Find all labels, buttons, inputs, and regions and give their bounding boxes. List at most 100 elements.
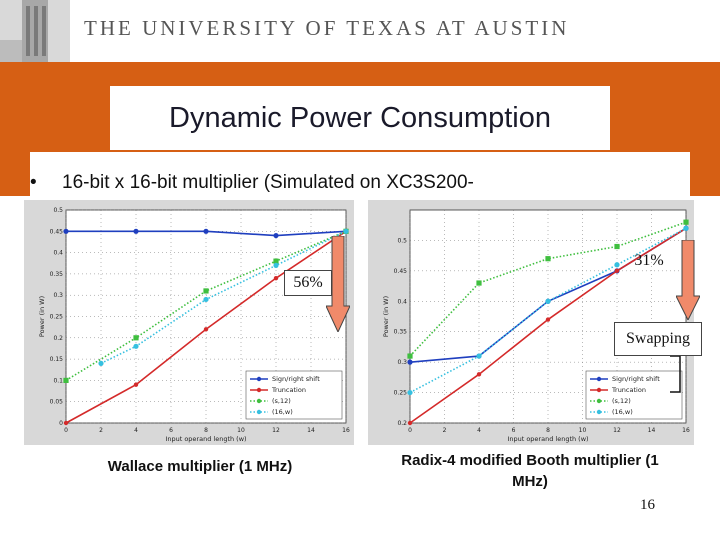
y-tick-label: 0.1 — [53, 377, 63, 384]
x-tick-label: 4 — [477, 427, 481, 434]
legend-label: Sign/right shift — [272, 375, 320, 383]
x-tick-label: 16 — [682, 427, 690, 434]
series-point — [63, 228, 69, 234]
series-line — [409, 227, 687, 394]
series-point — [476, 372, 482, 377]
series-point — [203, 296, 209, 303]
caption-wallace: Wallace multiplier (1 MHz) — [107, 458, 293, 475]
y-axis-label: Power (in W) — [382, 296, 390, 337]
series-point — [683, 219, 689, 225]
series-line — [409, 221, 687, 357]
reduction-label-left: 56% — [284, 270, 332, 296]
slide-title: Dynamic Power Consumption — [169, 102, 551, 134]
x-tick-label: 14 — [307, 427, 315, 434]
series-point — [545, 317, 551, 322]
y-tick-label: 0.45 — [394, 268, 408, 275]
series-point — [407, 359, 413, 365]
series-point — [133, 343, 139, 349]
series-point — [273, 275, 279, 281]
legend-label: (s,12) — [612, 397, 631, 405]
legend-label: (16,w) — [272, 408, 293, 416]
y-tick-label: 0.2 — [53, 335, 63, 342]
series-point — [683, 225, 689, 231]
legend-marker — [596, 387, 602, 393]
y-tick-label: 0.25 — [394, 390, 408, 397]
x-tick-label: 0 — [408, 427, 412, 434]
series-point — [63, 377, 69, 383]
legend-marker — [596, 398, 602, 404]
series-point — [203, 327, 209, 332]
x-tick-label: 2 — [443, 427, 447, 434]
y-tick-label: 0.35 — [394, 329, 408, 336]
series-point — [614, 243, 620, 250]
x-tick-label: 6 — [512, 427, 516, 434]
series-point — [273, 258, 279, 264]
x-axis-label: Input operand length (w) — [507, 435, 588, 443]
series-point — [203, 288, 209, 294]
bullet-box: • 16-bit x 16-bit multiplier (Simulated … — [30, 152, 690, 204]
bullet-text: 16-bit x 16-bit multiplier (Simulated on… — [62, 172, 474, 193]
legend-marker — [256, 376, 262, 382]
legend-marker — [596, 409, 602, 415]
series-point — [133, 335, 139, 341]
series-point — [273, 262, 279, 268]
series-point — [614, 268, 620, 274]
y-tick-label: 0.4 — [397, 298, 407, 305]
series-point — [545, 256, 551, 262]
series-point — [273, 232, 279, 239]
series-point — [133, 228, 139, 234]
legend-marker — [596, 376, 602, 382]
y-tick-label: 0.25 — [50, 314, 64, 321]
x-tick-label: 12 — [272, 427, 280, 434]
x-tick-label: 12 — [613, 427, 621, 434]
x-tick-label: 0 — [64, 427, 68, 434]
series-point — [203, 228, 209, 234]
legend-label: Truncation — [611, 386, 646, 394]
series-point — [63, 420, 69, 426]
series-point — [614, 262, 620, 268]
y-tick-label: 0.4 — [53, 250, 63, 257]
x-tick-label: 8 — [546, 427, 550, 434]
x-axis-label: Input operand length (w) — [165, 435, 246, 443]
page-number: 16 — [640, 497, 655, 513]
y-tick-label: 0.2 — [397, 420, 407, 427]
x-tick-label: 6 — [169, 427, 173, 434]
y-tick-label: 0.3 — [53, 292, 63, 299]
x-tick-label: 8 — [204, 427, 208, 434]
series-point — [98, 360, 104, 366]
x-tick-label: 14 — [648, 427, 656, 434]
series-point — [407, 389, 413, 396]
reduction-arrow-right-icon — [676, 240, 700, 320]
legend-label: (16,w) — [612, 408, 633, 416]
caption-booth: Radix-4 modified Booth multiplier (1 MHz… — [401, 452, 659, 490]
y-tick-label: 0.3 — [397, 359, 407, 366]
tower-logo-icon — [0, 0, 70, 62]
series-point — [476, 280, 482, 286]
wallace-power-chart: 0 2 4 6 8 10 12 14 16 0 0.05 0.1 0.15 0.2 0.25 0.3 0.35 0… — [24, 200, 354, 445]
title-box: Dynamic Power Consumption — [110, 86, 610, 150]
x-tick-label: 4 — [134, 427, 138, 434]
series-point — [407, 353, 413, 359]
series-point — [476, 353, 482, 359]
series-point — [545, 298, 551, 304]
x-tick-label: 16 — [342, 427, 350, 434]
header-band: THE UNIVERSITY OF TEXAS AT AUSTIN — [0, 0, 720, 62]
y-tick-label: 0.35 — [50, 271, 64, 278]
swap-bracket-icon — [670, 355, 681, 393]
legend-label: (s,12) — [272, 397, 291, 405]
legend-marker — [256, 409, 262, 415]
x-tick-label: 10 — [579, 427, 587, 434]
y-tick-label: 0 — [59, 420, 63, 427]
series-point — [407, 420, 413, 426]
y-tick-label: 0.5 — [397, 237, 407, 244]
y-tick-label: 0.15 — [50, 356, 64, 363]
legend-label: Sign/right shift — [612, 375, 660, 383]
y-tick-label: 0.5 — [53, 207, 63, 214]
swapping-label: Swapping — [614, 322, 702, 356]
reduction-arrow-left-icon — [326, 236, 350, 332]
series-point — [133, 382, 139, 387]
reduction-label-right: 31% — [634, 252, 664, 269]
legend-marker — [256, 387, 262, 393]
series-point — [343, 228, 349, 234]
legend-label: Truncation — [271, 386, 306, 394]
